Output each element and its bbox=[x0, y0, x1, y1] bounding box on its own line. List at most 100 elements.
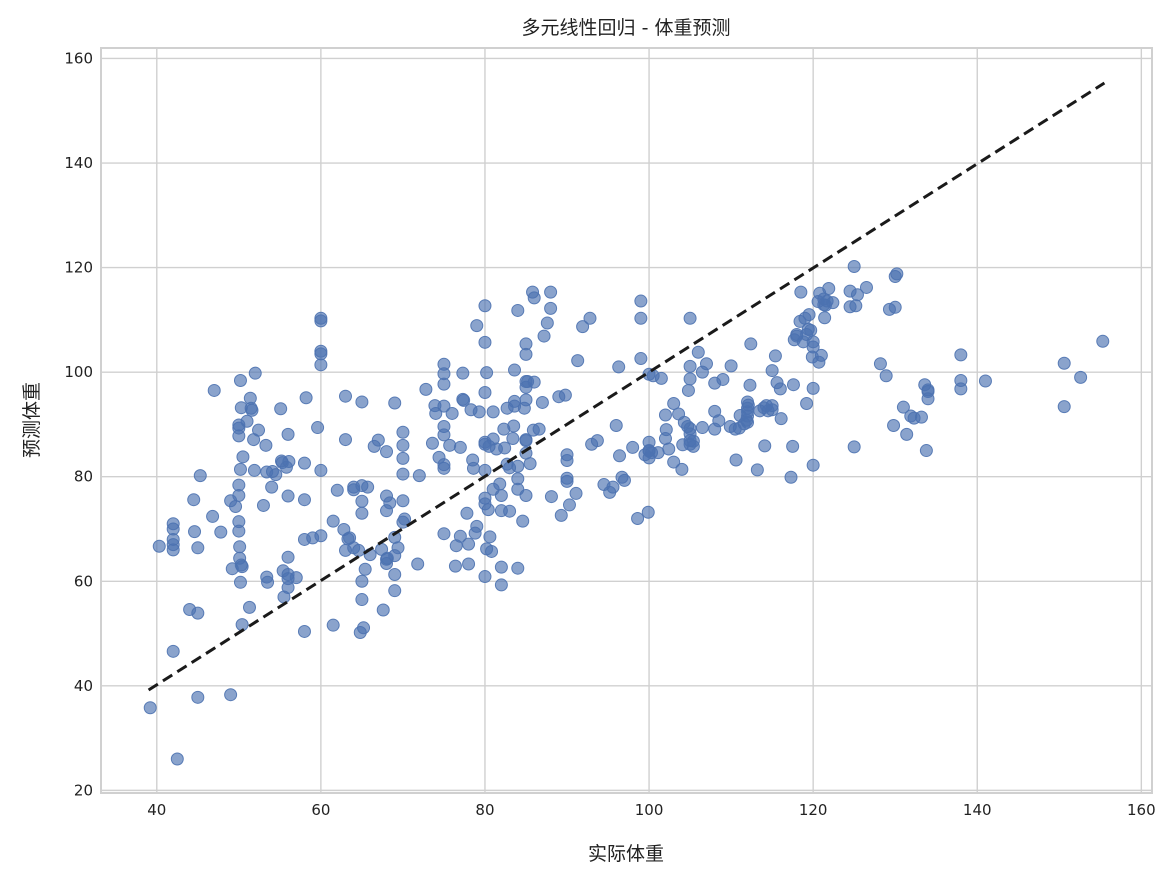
data-point bbox=[252, 423, 266, 437]
plot-frame bbox=[100, 47, 1153, 794]
data-point bbox=[683, 372, 697, 386]
data-point bbox=[576, 320, 590, 334]
data-point bbox=[544, 285, 558, 299]
data-point bbox=[532, 422, 546, 436]
data-point bbox=[396, 425, 410, 439]
points-layer bbox=[143, 260, 1110, 766]
data-point bbox=[383, 496, 397, 510]
data-point bbox=[265, 480, 279, 494]
data-point bbox=[388, 567, 402, 581]
data-point bbox=[626, 440, 640, 454]
data-point bbox=[357, 621, 371, 635]
data-point bbox=[443, 438, 457, 452]
data-point bbox=[462, 537, 476, 551]
data-point bbox=[297, 624, 311, 638]
y-tick-label: 60 bbox=[74, 572, 93, 590]
data-point bbox=[914, 410, 928, 424]
data-point bbox=[188, 525, 202, 539]
data-point bbox=[191, 541, 205, 555]
data-point bbox=[498, 441, 512, 455]
data-point bbox=[773, 382, 787, 396]
data-point bbox=[330, 483, 344, 497]
data-point bbox=[683, 311, 697, 325]
y-tick-label: 40 bbox=[74, 677, 93, 695]
data-point bbox=[256, 498, 270, 512]
data-point bbox=[765, 403, 779, 417]
data-point bbox=[849, 299, 863, 313]
data-point bbox=[281, 581, 295, 595]
data-point bbox=[654, 371, 668, 385]
data-point bbox=[396, 494, 410, 508]
data-point bbox=[1074, 370, 1088, 384]
data-point bbox=[485, 544, 499, 558]
data-point bbox=[483, 530, 497, 544]
data-point bbox=[232, 489, 246, 503]
data-point bbox=[358, 562, 372, 576]
data-point bbox=[261, 575, 275, 589]
y-axis-label: 预测体重 bbox=[21, 382, 43, 458]
data-point bbox=[388, 396, 402, 410]
data-point bbox=[662, 442, 676, 456]
data-point bbox=[744, 337, 758, 351]
data-point bbox=[800, 397, 814, 411]
data-point bbox=[691, 345, 705, 359]
data-point bbox=[695, 421, 709, 435]
data-point bbox=[269, 468, 283, 482]
data-point bbox=[1096, 334, 1110, 348]
data-point bbox=[481, 503, 495, 517]
data-point bbox=[352, 543, 366, 557]
data-point bbox=[519, 489, 533, 503]
data-point bbox=[1057, 400, 1071, 414]
data-point bbox=[786, 439, 800, 453]
data-point bbox=[699, 357, 713, 371]
data-point bbox=[613, 449, 627, 463]
data-point bbox=[806, 335, 820, 349]
data-point bbox=[243, 600, 257, 614]
data-point bbox=[508, 363, 522, 377]
data-point bbox=[954, 382, 968, 396]
data-point bbox=[478, 386, 492, 400]
data-point bbox=[494, 578, 508, 592]
data-point bbox=[411, 557, 425, 571]
data-point bbox=[299, 391, 313, 405]
data-point bbox=[388, 584, 402, 598]
data-point bbox=[274, 402, 288, 416]
data-point bbox=[724, 359, 738, 373]
data-point bbox=[448, 559, 462, 573]
data-point bbox=[314, 529, 328, 543]
x-tick-label: 140 bbox=[963, 801, 992, 819]
data-point bbox=[859, 280, 873, 294]
data-point bbox=[900, 427, 914, 441]
data-point bbox=[166, 517, 180, 531]
x-tick-label: 120 bbox=[799, 801, 828, 819]
data-point bbox=[470, 319, 484, 333]
y-tick-label: 160 bbox=[64, 49, 93, 67]
data-point bbox=[462, 557, 476, 571]
data-point bbox=[850, 288, 864, 302]
data-point bbox=[311, 421, 325, 435]
data-point bbox=[478, 299, 492, 313]
data-point bbox=[758, 439, 772, 453]
data-point bbox=[794, 285, 808, 299]
data-point bbox=[583, 311, 597, 325]
x-tick-label: 60 bbox=[311, 801, 330, 819]
data-point bbox=[919, 444, 933, 458]
data-point bbox=[765, 364, 779, 378]
data-point bbox=[396, 438, 410, 452]
data-point bbox=[245, 403, 259, 417]
data-point bbox=[314, 463, 328, 477]
reference-line bbox=[147, 81, 1106, 692]
data-point bbox=[355, 506, 369, 520]
data-point bbox=[152, 539, 166, 553]
data-point bbox=[784, 470, 798, 484]
data-point bbox=[166, 644, 180, 658]
data-point bbox=[233, 374, 247, 388]
data-point bbox=[282, 455, 296, 469]
data-point bbox=[527, 291, 541, 305]
data-point bbox=[511, 303, 525, 317]
data-point bbox=[206, 509, 220, 523]
data-point bbox=[887, 418, 901, 432]
data-point bbox=[355, 593, 369, 607]
data-point bbox=[396, 467, 410, 481]
